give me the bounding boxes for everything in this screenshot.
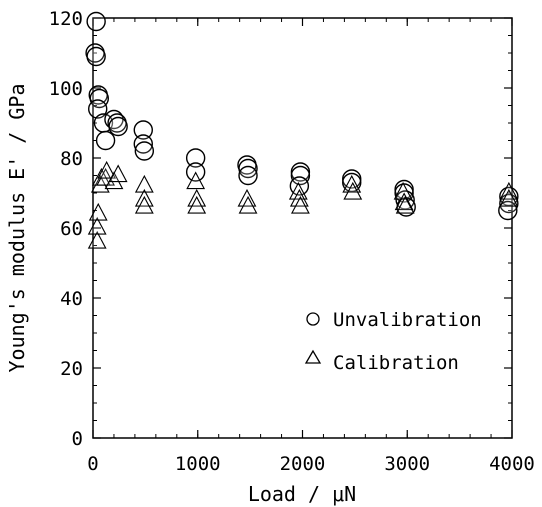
legend: Unvalibration Calibration [304,309,482,374]
calibration-point [90,174,110,193]
x-tick-label: 2000 [280,453,326,475]
legend-label-calibration: Calibration [333,352,459,374]
unvalibration-point [95,130,116,151]
major-ticks [92,17,513,439]
calibration-point [238,195,258,214]
minor-ticks [92,17,513,439]
unvalibration-point [133,134,153,154]
x-tick-label: 1000 [175,453,221,475]
unvalibration-point [86,11,106,32]
calibration-point [134,195,154,214]
unvalibration-point [108,116,128,137]
calibration-point [395,195,415,214]
legend-circle-marker [306,312,320,326]
calibration-point [290,195,310,214]
y-tick-label: 60 [60,218,83,240]
calibration-point [187,195,207,214]
y-tick-label: 100 [49,78,83,100]
calibration-point [87,230,107,249]
unvalibration-point [86,46,106,67]
calibration-point [343,181,363,200]
y-tick-labels: 0 20 40 60 80 100 120 [49,8,83,450]
x-tick-label: 3000 [384,453,430,475]
x-tick-label: 0 [87,453,98,475]
unvalibration-point [134,141,155,161]
calibration-point [394,192,414,211]
y-tick-label: 80 [60,148,83,170]
x-tick-labels: 0 1000 2000 3000 4000 [87,453,535,475]
y-tick-label: 20 [60,358,83,380]
y-tick-label: 120 [49,8,83,30]
y-tick-label: 40 [60,288,83,310]
y-axis-label: Young's modulus E' / GPa [5,84,29,373]
calibration-point [186,171,206,190]
unvalibration-point [290,165,311,186]
unvalibration-point [238,158,258,179]
calibration-point [499,188,519,207]
unvalibration-point [342,172,362,193]
calibration-point [87,216,107,235]
unvalibration-point [133,120,153,140]
y-tick-label: 0 [72,428,83,450]
calibration-point [134,174,154,193]
data-markers [85,11,519,249]
plot-frame [92,17,513,439]
x-tick-label: 4000 [489,453,535,475]
legend-triangle-marker [304,349,322,364]
unvalibration-point [185,148,206,168]
calibration-point [97,160,117,179]
calibration-point [88,202,108,221]
legend-label-unvalibration: Unvalibration [333,309,482,331]
calibration-point [108,164,128,183]
calibration-point [393,181,413,200]
x-axis-label: Load / μN [248,482,356,506]
unvalibration-point [238,165,258,186]
